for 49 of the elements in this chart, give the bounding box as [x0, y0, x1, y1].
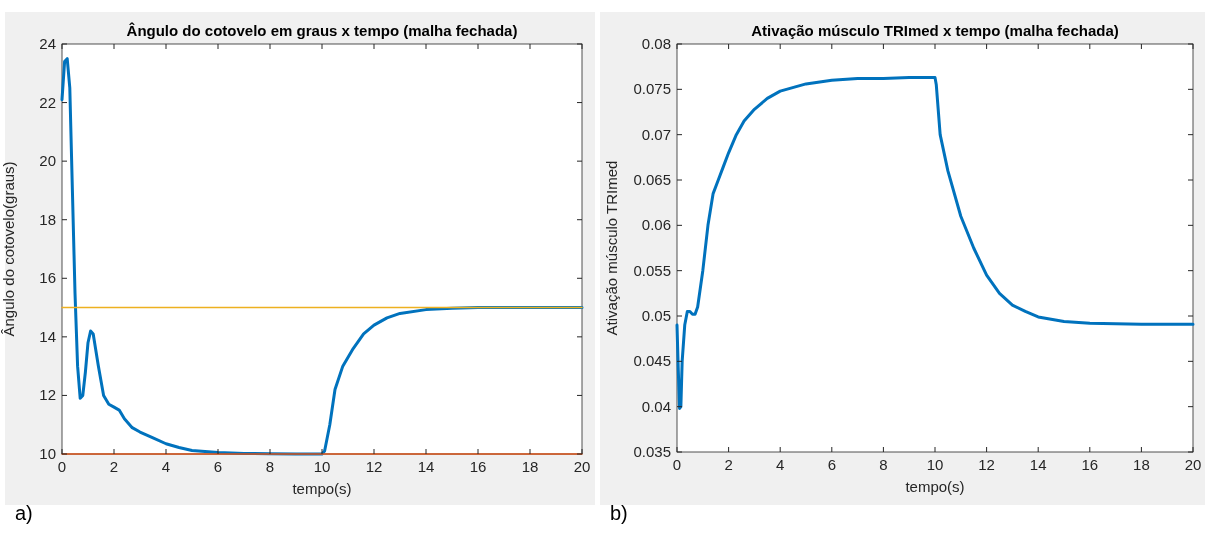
x-axis-title: tempo(s) — [292, 480, 352, 497]
x-tick-label: 0 — [57, 458, 67, 475]
x-tick-label: 0 — [672, 456, 682, 473]
y-axis-title: Ângulo do cotovelo(graus) — [0, 161, 17, 337]
x-tick-label: 6 — [827, 456, 836, 473]
x-tick-label: 2 — [724, 456, 733, 473]
chart-title: Ângulo do cotovelo em graus x tempo (malha fechada) — [126, 22, 518, 39]
x-tick-label: 8 — [879, 456, 888, 473]
y-tick-label: 10 — [39, 445, 56, 462]
y-tick-label: 14 — [39, 327, 56, 345]
chart-title: Ativação músculo TRImed x tempo (malha fechada) — [751, 22, 1119, 39]
x-tick-label: 18 — [1133, 456, 1150, 473]
y-tick-label: 0.08 — [641, 35, 671, 52]
x-axis-title: tempo(s) — [905, 478, 965, 495]
y-tick-label: 0.045 — [633, 352, 671, 370]
x-tick-label: 14 — [417, 458, 435, 475]
y-tick-label: 24 — [39, 35, 56, 52]
text: b) — [610, 502, 628, 524]
x-tick-label: 12 — [978, 456, 995, 473]
y-tick-label: 0.04 — [641, 397, 671, 415]
x-tick-label: 10 — [926, 456, 944, 473]
y-tick-label: 18 — [39, 210, 56, 228]
x-tick-label: 16 — [1081, 456, 1099, 473]
y-axis-title: Ativação músculo TRImed — [603, 160, 620, 336]
y-tick-label: 16 — [39, 269, 56, 287]
y-tick-label: 0.05 — [641, 307, 671, 324]
y-tick-label: 0.055 — [633, 261, 671, 279]
line-series — [675, 76, 1195, 410]
x-tick-label: 2 — [109, 458, 119, 475]
y-tick-label: 22 — [39, 93, 56, 111]
text: a) — [15, 502, 33, 524]
y-tick-label: 20 — [39, 152, 56, 170]
x-tick-label: 20 — [1184, 456, 1202, 473]
x-tick-label: 8 — [265, 458, 275, 475]
y-tick-label: 0.075 — [633, 80, 671, 98]
y-tick-label: 0.035 — [633, 443, 671, 460]
x-tick-label: 14 — [1029, 456, 1047, 473]
y-tick-label: 0.065 — [633, 171, 671, 188]
y-tick-label: 0.07 — [641, 125, 671, 143]
x-tick-label: 20 — [573, 458, 591, 475]
x-tick-label: 16 — [469, 458, 487, 475]
x-tick-label: 10 — [313, 458, 331, 475]
x-tick-label: 4 — [161, 458, 171, 475]
x-tick-label: 18 — [521, 458, 539, 475]
y-tick-label: 12 — [39, 386, 56, 404]
x-tick-label: 4 — [776, 456, 785, 473]
x-tick-label: 6 — [213, 458, 223, 475]
x-tick-label: 12 — [365, 458, 383, 475]
y-tick-label: 0.06 — [641, 216, 671, 234]
